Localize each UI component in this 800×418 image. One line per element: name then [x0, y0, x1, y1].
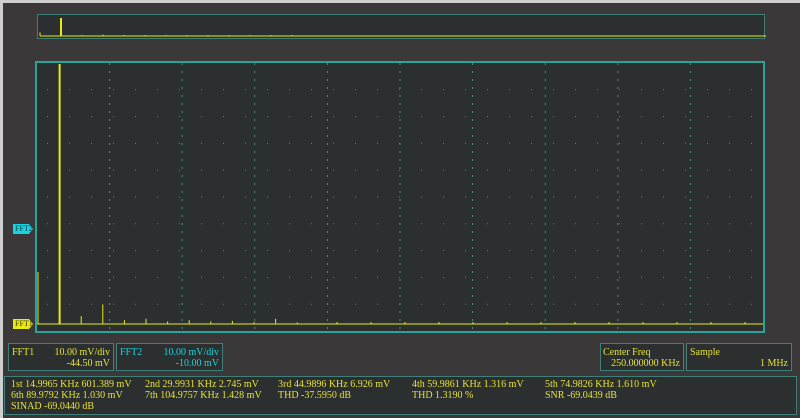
channel-scale: 10.00 mV/div [54, 347, 110, 358]
spectrum-graph [37, 63, 763, 331]
channel-scale: 10.00 mV/div [163, 347, 219, 358]
sample-panel[interactable]: Sample 1 MHz [686, 343, 792, 371]
measurement: 4th 59.9861 KHz 1.316 mV [412, 379, 524, 390]
measurement: THD 1.3190 % [412, 390, 474, 401]
measurement-panel: 1st 14.9965 KHz 601.389 mV 2nd 29.9931 K… [4, 376, 797, 415]
measurement: 7th 104.9757 KHz 1.428 mV [145, 390, 262, 401]
fft2-marker[interactable]: FFT2 [13, 224, 33, 234]
fft2-channel-panel[interactable]: FFT2 10.00 mV/div -10.00 mV [116, 343, 223, 371]
center-freq-panel[interactable]: Center Freq 250.000000 KHz [600, 343, 684, 371]
channel-offset: -10.00 mV [175, 358, 219, 369]
spectrum-plot[interactable] [35, 61, 765, 333]
fft1-channel-panel[interactable]: FFT1 10.00 mV/div -44.50 mV [8, 343, 114, 371]
sample-value: 1 MHz [759, 358, 788, 369]
measurement: 1st 14.9965 KHz 601.389 mV [11, 379, 132, 390]
measurement: 6th 89.9792 KHz 1.030 mV [11, 390, 123, 401]
channel-name: FFT1 [12, 347, 35, 358]
measurement: SINAD -69.0440 dB [11, 401, 95, 412]
spectrum-overview[interactable] [37, 14, 766, 39]
channel-offset: -44.50 mV [66, 358, 110, 369]
overview-trace [39, 18, 766, 37]
fft1-marker[interactable]: FFT1 [13, 319, 33, 329]
center-freq-label: Center Freq [603, 347, 651, 358]
measurement: 5th 74.9826 KHz 1.610 mV [545, 379, 657, 390]
measurement: 3rd 44.9896 KHz 6.926 mV [278, 379, 391, 390]
channel-name: FFT2 [120, 347, 143, 358]
measurement: SNR -69.0439 dB [545, 390, 617, 401]
measurement: 2nd 29.9931 KHz 2.745 mV [145, 379, 259, 390]
measurement: THD -37.5950 dB [278, 390, 352, 401]
center-freq-value: 250.000000 KHz [611, 358, 680, 369]
sample-label: Sample [690, 347, 720, 358]
